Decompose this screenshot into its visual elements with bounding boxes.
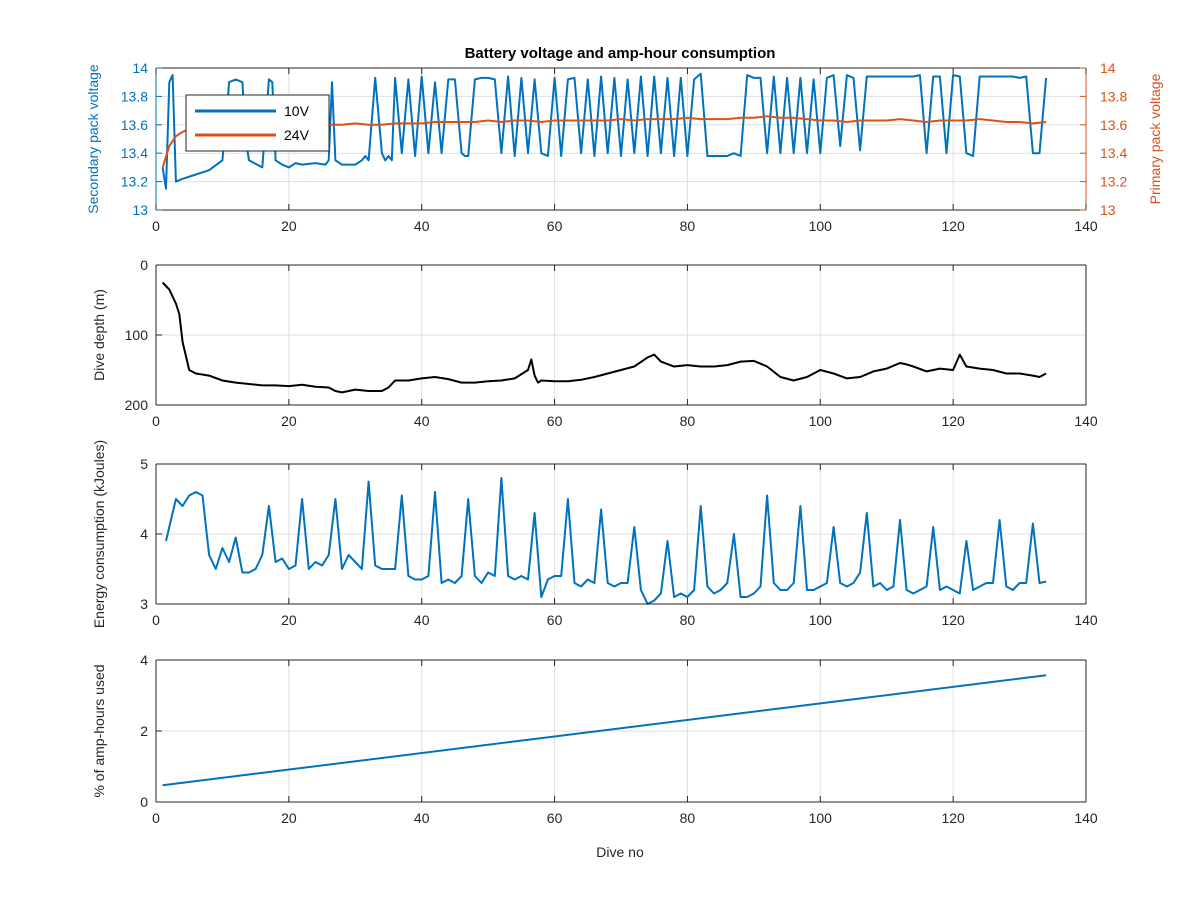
x-tick-label: 0 <box>152 413 160 429</box>
y-axis-label: Dive depth (m) <box>91 289 107 381</box>
panel-voltage: 0 20 40 60 80 100 120 1401313.213.413.613.814Se… <box>85 60 1163 234</box>
y-tick-label: 4 <box>140 652 148 668</box>
x-tick-label: 80 <box>680 413 696 429</box>
x-tick-label: 40 <box>414 413 430 429</box>
legend: 10V 24V <box>185 94 330 152</box>
y-axis-label: Energy consumption (kJoules) <box>91 440 107 628</box>
y-axis-label: % of amp-hours used <box>91 664 107 797</box>
x-tick-label: 0 <box>152 810 160 826</box>
x-tick-label: 0 <box>152 612 160 628</box>
x-tick-label: 80 <box>680 218 696 234</box>
y-tick-label: 3 <box>140 596 148 612</box>
x-tick-label: 60 <box>547 218 563 234</box>
x-tick-label: 40 <box>414 218 430 234</box>
x-tick-label: 120 <box>941 413 965 429</box>
legend-box <box>185 94 330 152</box>
y-right-tick-label: 13.2 <box>1100 174 1127 190</box>
x-tick-label: 20 <box>281 810 297 826</box>
x-tick-label: 100 <box>809 810 833 826</box>
x-tick-label: 20 <box>281 413 297 429</box>
y-tick-label: 5 <box>140 456 148 472</box>
x-tick-label: 40 <box>414 810 430 826</box>
y-right-tick-label: 13.8 <box>1100 88 1127 104</box>
x-tick-label: 100 <box>809 612 833 628</box>
x-tick-label: 60 <box>547 612 563 628</box>
y-tick-label: 13.2 <box>121 174 148 190</box>
y-tick-label: 2 <box>140 723 148 739</box>
panel-amphours: 0 20 40 60 80 100 120 140 0 2 4 % of amp-hours used <box>91 652 1098 826</box>
series-line-amphours-0 <box>162 674 1047 787</box>
x-tick-label: 140 <box>1074 810 1098 826</box>
x-tick-label: 0 <box>152 218 160 234</box>
series-line-energy-0 <box>165 477 1047 605</box>
x-tick-label: 120 <box>941 612 965 628</box>
x-tick-label: 20 <box>281 218 297 234</box>
y-tick-label: 200 <box>125 397 149 413</box>
y-right-tick-label: 13.6 <box>1100 117 1127 133</box>
x-tick-label: 20 <box>281 612 297 628</box>
y-right-tick-label: 13.4 <box>1100 145 1127 161</box>
y-right-axis-label: Primary pack voltage <box>1147 73 1163 204</box>
x-tick-label: 60 <box>547 413 563 429</box>
x-tick-label: 140 <box>1074 218 1098 234</box>
y-tick-label: 13.4 <box>121 145 148 161</box>
legend-label-10v: 10V <box>284 103 310 119</box>
x-tick-label: 80 <box>680 810 696 826</box>
y-tick-label: 13.6 <box>121 117 148 133</box>
panel-energy: 0 20 40 60 80 100 120 140 3 4 5 Energy consumption … <box>91 440 1098 628</box>
x-tick-label: 140 <box>1074 413 1098 429</box>
y-tick-label: 13.8 <box>121 88 148 104</box>
y-tick-label: 14 <box>132 60 148 76</box>
x-tick-label: 60 <box>547 810 563 826</box>
y-tick-label: 0 <box>140 257 148 273</box>
y-tick-label: 100 <box>125 327 149 343</box>
x-tick-label: 120 <box>941 810 965 826</box>
series-line-depth-0 <box>161 281 1047 394</box>
x-tick-label: 100 <box>809 413 833 429</box>
x-tick-label: 40 <box>414 612 430 628</box>
plots: 0 20 40 60 80 100 120 1401313.213.413.613.814Se… <box>85 60 1163 826</box>
panel-depth: 0 20 40 60 80 100 120 140 0 100 200 Dive depth (m) <box>91 257 1098 429</box>
series-line-voltage-10v <box>161 72 1048 190</box>
x-tick-label: 80 <box>680 612 696 628</box>
y-tick-label: 4 <box>140 526 148 542</box>
legend-label-24v: 24V <box>284 127 310 143</box>
x-tick-label: 100 <box>809 218 833 234</box>
y-axis-label: Secondary pack voltage <box>85 64 101 214</box>
y-tick-label: 0 <box>140 794 148 810</box>
y-tick-label: 13 <box>132 202 148 218</box>
y-right-tick-label: 14 <box>1100 60 1116 76</box>
x-tick-label: 140 <box>1074 612 1098 628</box>
x-tick-label: 120 <box>941 218 965 234</box>
chart-title: Battery voltage and amp-hour consumption <box>465 45 776 62</box>
y-right-tick-label: 13 <box>1100 202 1116 218</box>
x-axis-label: Dive no <box>596 844 644 860</box>
